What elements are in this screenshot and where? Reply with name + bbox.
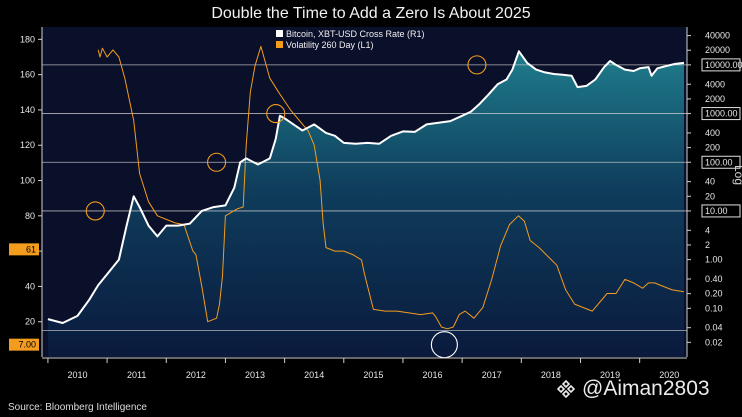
right-tick-label: 400	[705, 128, 720, 138]
x-tick-label: 2015	[363, 370, 383, 380]
x-tick-label: 2014	[304, 370, 324, 380]
x-tick-label: 2019	[600, 370, 620, 380]
right-tick-box	[701, 204, 741, 218]
highlight-circle	[266, 104, 286, 124]
x-tick-label: 2013	[245, 370, 265, 380]
watermark-text: @Aiman2803	[582, 377, 710, 400]
right-tick-label: 10000.00	[705, 60, 742, 70]
right-tick-label: 40000	[705, 31, 730, 41]
value-tag-label: 61	[26, 244, 36, 254]
right-tick-label: 0.02	[705, 337, 723, 347]
x-tick-label: 2017	[482, 370, 502, 380]
right-tick-label: 100.00	[705, 157, 733, 167]
x-tick-label: 2010	[67, 370, 87, 380]
right-tick-label: 4	[705, 225, 710, 235]
left-tick-label: 120	[20, 140, 35, 150]
right-tick-box	[701, 58, 741, 72]
volatility-line	[97, 45, 685, 330]
left-tick-label: 80	[25, 211, 35, 221]
right-tick-label: 40	[705, 177, 715, 187]
x-tick-label: 2016	[423, 370, 443, 380]
legend-swatch	[276, 41, 283, 48]
right-tick-label: 20000	[705, 45, 730, 55]
chart-title: Double the Time to Add a Zero Is About 2…	[211, 5, 531, 22]
right-tick-label: 4000	[705, 79, 725, 89]
left-tick-label: 40	[25, 281, 35, 291]
right-axis-label: Log	[732, 165, 742, 185]
x-tick-label: 2018	[541, 370, 561, 380]
right-tick-label: 1.00	[705, 255, 723, 265]
left-tick-label: 160	[20, 70, 35, 80]
right-tick-box	[701, 107, 741, 121]
right-tick-label: 0.40	[705, 274, 723, 284]
left-tick-label: 180	[20, 34, 35, 44]
legend-label: Bitcoin, XBT-USD Cross Rate (R1)	[286, 29, 425, 39]
right-tick-label: 200	[705, 143, 720, 153]
right-tick-label: 1000.00	[705, 109, 738, 119]
left-tick-label: 100	[20, 176, 35, 186]
right-tick-label: 20	[705, 191, 715, 201]
highlight-circle	[207, 152, 227, 172]
legend-label: Volatility 260 Day (L1)	[286, 40, 374, 50]
bitcoin-price-line	[47, 50, 685, 324]
right-tick-label: 10.00	[705, 206, 728, 216]
right-tick-label: 0.04	[705, 323, 723, 333]
value-tag-label: 7.00	[18, 340, 36, 350]
binance-logo-icon	[556, 379, 576, 399]
left-tick-label: 20	[25, 317, 35, 327]
bitcoin-area-fill	[47, 51, 684, 357]
x-tick-label: 2012	[186, 370, 206, 380]
right-tick-label: 0.20	[705, 289, 723, 299]
legend-swatch	[276, 30, 283, 37]
watermark: @Aiman2803	[556, 377, 710, 401]
left-tick-label: 140	[20, 105, 35, 115]
right-tick-box	[701, 155, 741, 169]
right-tick-label: 2000	[705, 94, 725, 104]
x-tick-label: 2020	[659, 370, 679, 380]
right-tick-label: 2	[705, 240, 710, 250]
highlight-circle	[467, 55, 487, 75]
right-tick-label: 0.10	[705, 303, 723, 313]
x-tick-label: 2011	[127, 370, 146, 380]
highlight-circle	[85, 201, 105, 221]
source-note: Source: Bloomberg Intelligence	[8, 402, 147, 413]
value-tag-box	[9, 338, 39, 351]
value-tag-box	[9, 243, 39, 256]
